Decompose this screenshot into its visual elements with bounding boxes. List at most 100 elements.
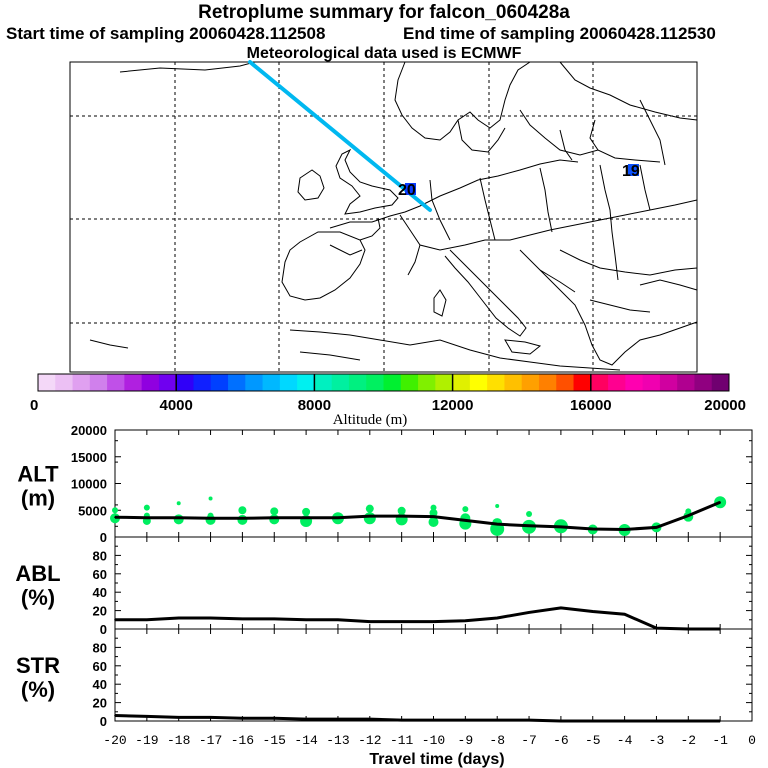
y-tick-label: 60	[93, 567, 107, 582]
series-point	[719, 501, 721, 504]
series-point	[719, 720, 721, 722]
colorbar-swatch	[38, 374, 56, 391]
colorbar-swatch	[573, 374, 592, 391]
altitude-scatter-point	[430, 504, 437, 511]
series-point	[369, 620, 371, 623]
panel-alt: 0 5000 10000 15000 20000 ALT(m)	[17, 423, 753, 545]
colorbar-swatch	[124, 374, 143, 391]
series-point	[369, 515, 371, 517]
panel-yunit: (m)	[21, 486, 55, 511]
trajectory-marker-20: 20	[398, 182, 416, 199]
series-point	[209, 716, 212, 719]
panel-ylabel: ALT	[17, 462, 59, 487]
x-tick-label: -10	[422, 733, 445, 748]
colorbar-swatch	[711, 374, 730, 391]
series-point	[591, 610, 594, 613]
start-time-label: Start time of sampling 20060428.112508	[6, 24, 326, 43]
x-axis: -20 -19 -18 -17 -16 -15 -14 -13 -12 -11 -10 -9 -8 -7-…	[103, 733, 756, 748]
panel-yunit: (%)	[21, 585, 55, 610]
series-point	[400, 719, 403, 721]
colorbar-swatch	[659, 374, 678, 391]
series-point	[337, 619, 339, 621]
x-tick-label: -11	[390, 733, 414, 748]
colorbar-swatch	[435, 374, 454, 391]
marker-20-label: 20	[398, 182, 416, 199]
series-point	[273, 717, 276, 720]
plume-trajectory-line	[248, 60, 432, 212]
colorbar-tick-label: 16000	[570, 397, 612, 414]
altitude-scatter-point	[526, 510, 533, 517]
colorbar-tick-label: 20000	[704, 397, 746, 414]
colorbar-swatch	[383, 374, 402, 391]
series-point	[241, 517, 244, 520]
y-tick-label: 80	[93, 548, 107, 563]
x-tick-label: -8	[489, 733, 505, 748]
series-line-alt	[114, 500, 721, 532]
series-point	[177, 716, 180, 719]
series-point	[687, 514, 690, 517]
colorbar-swatch	[677, 374, 695, 391]
colorbar-swatch	[245, 374, 264, 391]
altitude-scatter-point	[208, 496, 213, 501]
series-point	[114, 516, 116, 519]
colorbar-swatch	[141, 374, 160, 391]
colorbar-swatch	[366, 374, 384, 391]
x-tick-label: -19	[135, 733, 158, 748]
panel-frame	[114, 628, 753, 722]
series-point	[623, 528, 626, 531]
y-tick-label: 80	[93, 640, 107, 655]
colorbar-swatch	[642, 374, 661, 391]
colorbar-swatch	[158, 374, 177, 391]
altitude-scatter-point	[238, 506, 247, 515]
y-tick-label: 10000	[71, 477, 107, 492]
x-tick-label: -6	[553, 733, 569, 748]
trajectory-marker-19: 19	[622, 163, 640, 180]
map-frame	[69, 61, 698, 373]
colorbar-swatch	[314, 374, 333, 391]
x-tick-label: -12	[358, 733, 381, 748]
series-point	[655, 720, 658, 722]
y-tick-label: 5000	[78, 503, 107, 518]
y-tick-label: 20	[93, 696, 107, 711]
series-point	[209, 617, 212, 619]
series-point	[146, 619, 148, 621]
colorbar-swatch	[608, 374, 626, 391]
colorbar-swatch	[487, 374, 505, 391]
colorbar-swatch	[521, 374, 540, 391]
colorbar-swatch	[418, 374, 436, 391]
series-point	[400, 515, 403, 517]
series-point	[305, 516, 307, 519]
series-point	[528, 719, 530, 721]
series-point	[655, 526, 658, 529]
colorbar-swatch	[55, 374, 74, 391]
marker-19-label: 19	[622, 163, 640, 180]
series-point	[464, 619, 467, 622]
series-point	[464, 519, 467, 522]
x-tick-label: -17	[199, 733, 222, 748]
colorbar-swatch	[556, 374, 575, 391]
altitude-colorbar	[38, 374, 730, 391]
y-tick-label: 0	[100, 530, 107, 545]
series-point	[369, 718, 371, 720]
series-point	[591, 528, 594, 530]
series-point	[591, 720, 594, 722]
y-tick-label: 40	[93, 585, 107, 600]
colorbar-swatch	[694, 374, 713, 391]
x-tick-label: -5	[585, 733, 601, 748]
series-point	[496, 617, 499, 619]
colorbar-swatch	[590, 374, 609, 391]
series-point	[528, 524, 530, 527]
altitude-scatter-point	[428, 517, 439, 528]
series-point	[241, 618, 244, 620]
x-tick-label: -7	[521, 733, 537, 748]
series-point	[623, 613, 626, 616]
series-point	[146, 516, 148, 519]
series-point	[209, 517, 212, 520]
colorbar-swatch	[72, 374, 91, 391]
colorbar-tick-label: 4000	[160, 397, 193, 414]
series-point	[623, 720, 626, 722]
series-point	[560, 526, 562, 528]
altitude-scatter-point	[205, 514, 216, 525]
series-point	[655, 627, 658, 629]
y-tick-label: 60	[93, 659, 107, 674]
